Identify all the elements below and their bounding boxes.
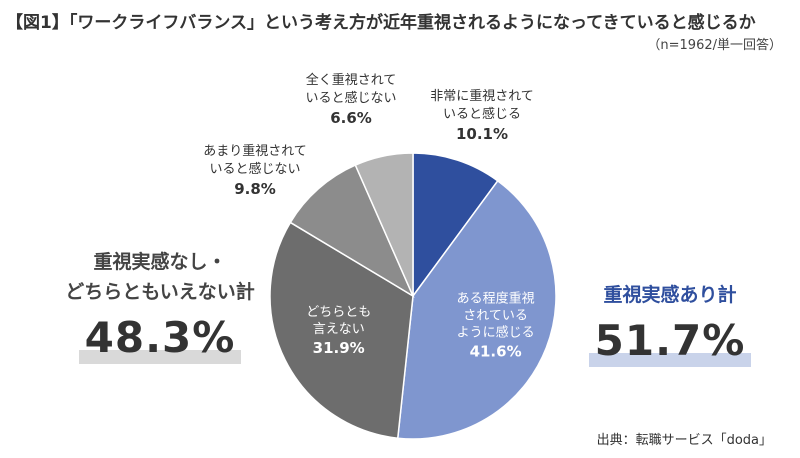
- slice-label-line: 非常に重視されて: [430, 88, 534, 104]
- negative-summary-label-line1: 重視実感なし・: [93, 251, 227, 273]
- slice-value-label: 41.6%: [470, 343, 522, 361]
- positive-summary-label: 重視実感あり計: [603, 284, 737, 306]
- negative-summary-highlight: [78, 350, 242, 364]
- positive-summary-value: 51.7%: [588, 316, 752, 367]
- slice-label-line: ある程度重視: [457, 291, 535, 307]
- slice-value-label: 10.1%: [456, 125, 508, 143]
- positive-summary-value-text: 51.7%: [594, 316, 746, 365]
- pie-slice-3: [289, 164, 415, 298]
- positive-summary: 重視実感あり計 51.7%: [575, 280, 765, 367]
- slice-label-line: どちらとも: [306, 305, 371, 320]
- slice-label-line: ように感じる: [457, 325, 535, 341]
- negative-summary-value: 48.3%: [78, 313, 242, 364]
- slice-label-line: いると感じる: [443, 106, 521, 122]
- positive-summary-highlight: [588, 353, 752, 367]
- pie-slice-0: [412, 152, 499, 299]
- source-note: 出典：転職サービス「doda」: [596, 433, 772, 448]
- slice-label-line: あまり重視されて: [203, 143, 307, 159]
- chart-title: 【図1】「ワークライフバランス」という考え方が近年重視されるようになってきている…: [6, 13, 756, 33]
- slice-label-line: いると感じない: [305, 90, 396, 106]
- slice-label-line: いると感じない: [209, 161, 300, 177]
- negative-summary-label-line2: どちらともいえない計: [65, 281, 255, 303]
- slice-label-line: 全く重視されて: [306, 72, 397, 88]
- negative-summary: 重視実感なし・ どちらともいえない計 48.3%: [40, 247, 280, 364]
- sample-note: （n=1962/単一回答）: [647, 38, 782, 53]
- pie-slice-4: [354, 152, 414, 297]
- negative-summary-value-text: 48.3%: [84, 313, 236, 362]
- slice-value-label: 6.6%: [330, 109, 372, 127]
- slice-label-line: 言えない: [313, 322, 365, 337]
- slice-value-label: 31.9%: [313, 339, 365, 357]
- pie-slice-1: [396, 179, 557, 440]
- pie-slice-2: [269, 221, 414, 440]
- slice-label-line: されている: [463, 309, 528, 324]
- slice-value-label: 9.8%: [234, 180, 276, 198]
